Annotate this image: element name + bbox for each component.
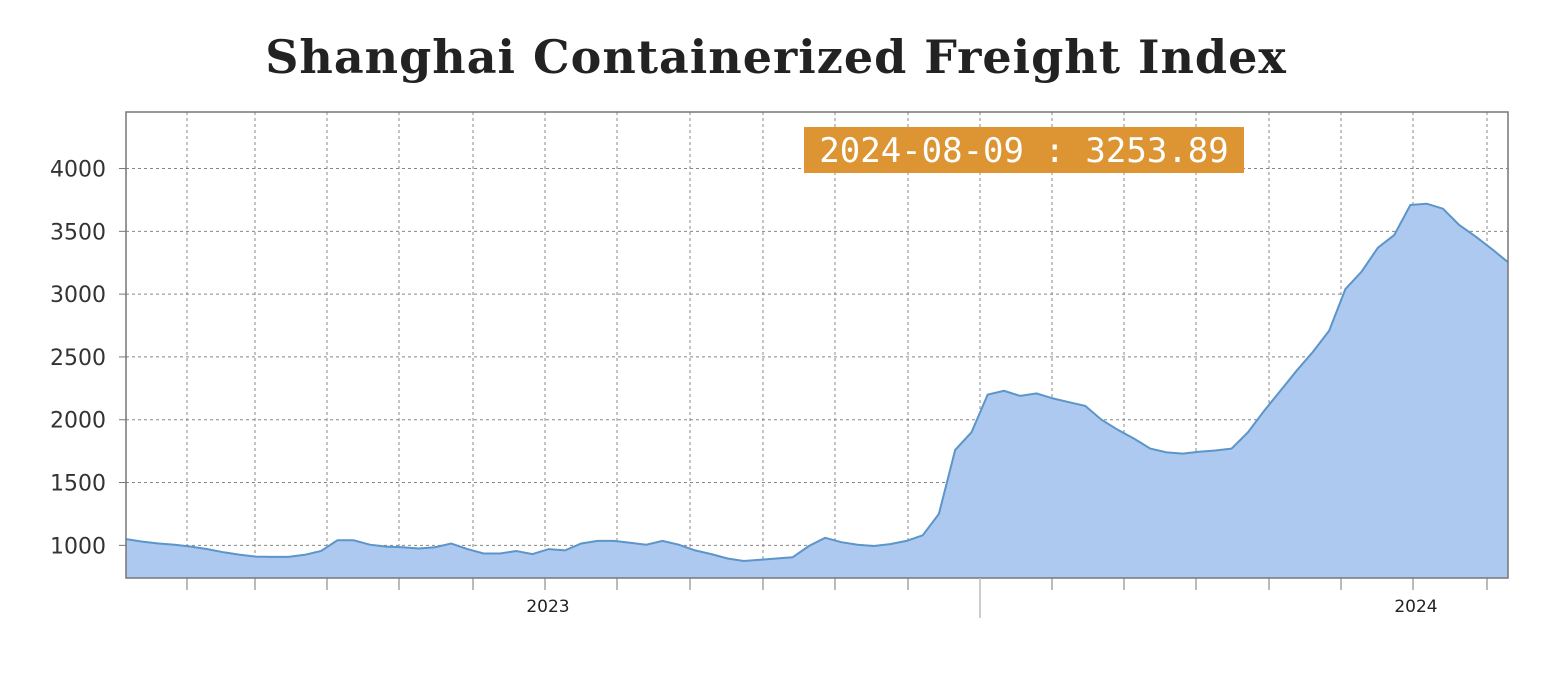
value-tooltip: 2024-08-09 : 3253.89 [804, 127, 1244, 173]
y-tick-label: 3500 [50, 220, 106, 245]
tooltip-label: 2024-08-09 : 3253.89 [819, 131, 1228, 171]
tooltip-box [804, 127, 1244, 173]
y-tick-label: 3000 [50, 283, 106, 308]
y-tick-label: 1000 [50, 534, 106, 559]
y-tick-label: 1500 [50, 472, 106, 497]
x-tick-label: 2023 [526, 597, 569, 617]
area-fill [126, 203, 1508, 578]
x-axis-ticks: 2023 2024 [186, 578, 1488, 618]
area-series [125, 202, 1509, 578]
series-line [125, 202, 1509, 563]
y-axis-ticks: 1000 1500 2000 2500 3000 3500 4000 [50, 158, 126, 559]
plot-frame [125, 111, 1509, 579]
y-tick-label: 2000 [50, 409, 106, 434]
chart-title: Shanghai Containerized Freight Index [265, 30, 1287, 84]
x-tick-label: 2024 [1394, 597, 1437, 617]
y-tick-label: 4000 [50, 158, 106, 183]
y-tick-label: 2500 [50, 346, 106, 371]
axes [125, 111, 1509, 579]
